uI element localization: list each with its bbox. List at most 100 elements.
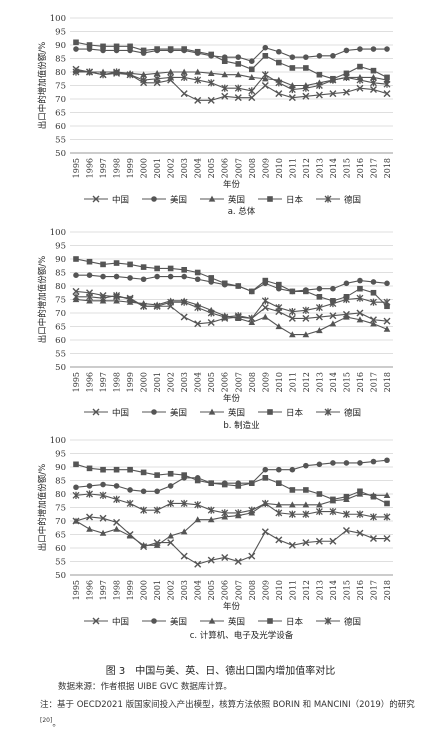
data-point (248, 319, 256, 326)
legend: 中国 美国 英国 日本 德国 (84, 617, 361, 628)
legend-marker (151, 618, 157, 624)
data-point (302, 510, 310, 518)
data-point (248, 480, 255, 486)
data-point (369, 535, 377, 543)
series-line (75, 290, 388, 325)
y-tick-label: 55 (55, 350, 66, 360)
legend-marker (324, 195, 332, 203)
x-tick-label: 2015 (342, 372, 351, 392)
data-point (194, 48, 201, 55)
data-point (180, 68, 188, 75)
data-point (316, 327, 323, 334)
y-tick-label: 65 (55, 109, 66, 119)
data-point (384, 280, 390, 287)
data-point (113, 291, 121, 300)
data-point (288, 510, 296, 518)
data-point (234, 509, 242, 517)
data-point (113, 495, 121, 503)
data-point (357, 46, 363, 52)
data-point (127, 466, 133, 473)
y-tick-label: 85 (55, 477, 66, 487)
legend-marker (151, 409, 157, 415)
data-point (370, 320, 377, 327)
x-tick-label: 2005 (207, 580, 216, 600)
y-tick-label: 65 (55, 531, 66, 541)
y-tick-label: 70 (55, 517, 66, 527)
data-point (330, 53, 336, 59)
y-tick-label: 95 (55, 28, 66, 38)
data-point (330, 460, 336, 466)
data-point (289, 487, 296, 493)
legend-label: 美国 (170, 617, 187, 628)
legend-marker (208, 408, 216, 415)
data-point (100, 273, 106, 280)
x-tick-label: 2017 (369, 372, 378, 392)
legend: 中国 美国 英国 日本 德国 (84, 408, 361, 419)
legend-marker (267, 196, 273, 202)
data-point (248, 66, 255, 73)
data-point (289, 65, 296, 71)
series-triangle (72, 490, 391, 548)
data-point (302, 84, 310, 92)
data-point (221, 58, 228, 64)
data-point (180, 528, 188, 535)
x-tick-label: 2008 (248, 158, 257, 178)
x-tick-label: 2010 (275, 580, 284, 600)
data-point (316, 53, 323, 59)
x-tick-label: 1999 (126, 372, 135, 392)
data-point (275, 536, 283, 544)
x-tick-label: 2002 (167, 158, 176, 178)
y-tick-label: 70 (55, 95, 66, 105)
data-point (140, 76, 148, 84)
data-point (113, 466, 120, 473)
data-point (72, 517, 80, 524)
data-point (342, 510, 350, 518)
legend-marker (92, 408, 100, 416)
x-axis-label: 年份 (223, 179, 241, 190)
legend-marker (208, 617, 216, 624)
data-point (370, 513, 377, 521)
data-point (221, 280, 228, 287)
data-point (369, 86, 377, 94)
y-tick-label: 90 (55, 463, 66, 473)
data-point (221, 92, 229, 100)
data-point (303, 65, 309, 71)
legend-marker (324, 408, 332, 416)
legend-label: 英国 (228, 195, 245, 206)
data-point (262, 313, 269, 320)
data-point (113, 68, 121, 76)
data-point (302, 314, 310, 322)
data-point (126, 71, 134, 79)
chart-title: a. 总体 (228, 206, 256, 217)
x-tick-label: 1995 (72, 158, 81, 178)
data-point (329, 312, 337, 320)
y-tick-label: 100 (50, 228, 66, 238)
data-point (288, 541, 296, 549)
data-point (262, 44, 269, 51)
data-point (384, 46, 390, 52)
x-tick-label: 1999 (126, 580, 135, 600)
x-tick-label: 2018 (383, 372, 392, 392)
x-tick-label: 2016 (356, 372, 365, 392)
x-tick-label: 2011 (288, 580, 297, 600)
x-tick-label: 1997 (99, 580, 108, 600)
chart-panel-1: 50 55 60 65 70 75 80 85 90 95 100 1995 1996 1997 1998 1… (37, 14, 393, 217)
x-tick-label: 1997 (99, 372, 108, 392)
chart-title: b. 制造业 (223, 420, 259, 431)
data-point (288, 94, 296, 102)
y-tick-label: 50 (55, 363, 66, 373)
data-point (207, 96, 215, 104)
data-point (383, 513, 391, 521)
data-point (262, 75, 269, 82)
data-point (194, 320, 202, 328)
legend-label: 中国 (112, 617, 129, 628)
x-tick-label: 2010 (275, 372, 284, 392)
x-tick-label: 2013 (315, 372, 324, 392)
series-square (73, 461, 390, 507)
legend-marker (208, 195, 216, 202)
data-point (234, 94, 242, 102)
series-circle (73, 272, 390, 295)
data-point (262, 277, 269, 284)
y-tick-label: 85 (55, 55, 66, 65)
data-point (289, 54, 296, 60)
